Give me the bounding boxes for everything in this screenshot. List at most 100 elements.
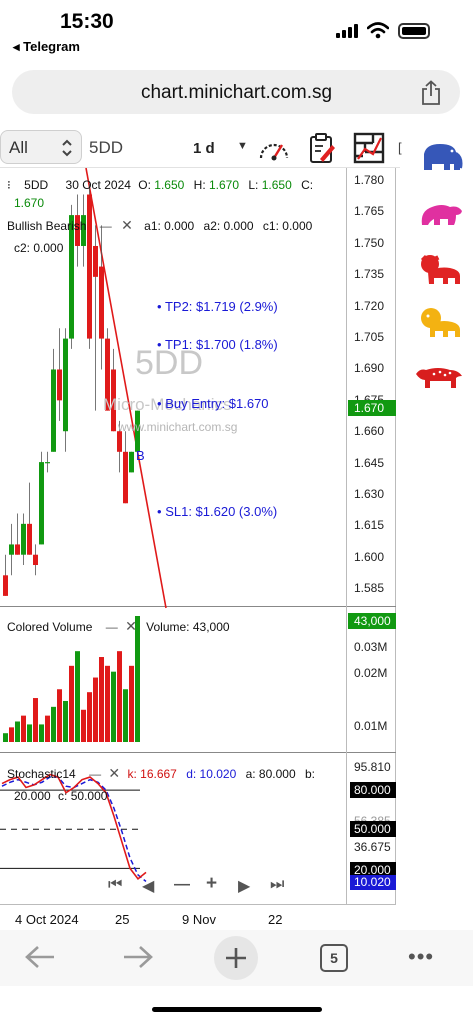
- step-forward-icon[interactable]: ▶: [238, 878, 251, 895]
- volume-collapse-icon[interactable]: —: [105, 620, 118, 634]
- volume-axis-label: 0.01M: [354, 719, 388, 733]
- candle-body: [33, 554, 38, 566]
- new-tab-button[interactable]: [214, 936, 258, 980]
- candle-body: [51, 369, 56, 452]
- chart-toolbar: [0, 128, 400, 168]
- price-tag: 1.670: [348, 400, 396, 416]
- volume-axis-label: 0.02M: [354, 666, 388, 680]
- chart-frame: [0, 168, 396, 904]
- more-tools-button[interactable]: [: [398, 140, 402, 155]
- back-arrow-icon[interactable]: [24, 944, 56, 970]
- watermark-site: www.minichart.com.sg: [118, 420, 238, 434]
- volume-bar: [51, 706, 56, 742]
- study-a2: a2: 0.000: [203, 219, 254, 233]
- panel-divider-main: [0, 606, 396, 607]
- url-text[interactable]: chart.minichart.com.sg: [140, 82, 333, 103]
- bullet-icon: •: [157, 299, 162, 314]
- jump-start-icon[interactable]: ⏮: [108, 876, 123, 893]
- interval-dropdown-icon[interactable]: ▼: [237, 140, 248, 152]
- volume-bar: [99, 657, 104, 742]
- leopard-icon[interactable]: [414, 362, 464, 390]
- legend-high: 1.670: [209, 178, 240, 192]
- lion-red-icon[interactable]: [418, 252, 462, 288]
- tp2-label: TP2: $1.719 (2.9%): [164, 299, 278, 314]
- x-axis-label: 9 Nov: [182, 912, 216, 927]
- volume-bar: [33, 698, 38, 742]
- volume-bar: [15, 721, 20, 742]
- clipboard-edit-icon[interactable]: [307, 132, 337, 164]
- bullet-icon: •: [157, 396, 162, 411]
- stoch-tag-20: 20.000: [350, 862, 396, 878]
- back-to-app-link[interactable]: ◂ Telegram: [13, 39, 80, 54]
- stoch-legend: Stochastic14 — ✕ k: 16.667 d: 10.020 a: …: [7, 765, 315, 782]
- price-axis-label: 1.720: [354, 298, 385, 313]
- study-collapse-icon[interactable]: —: [99, 219, 112, 233]
- gauge-icon[interactable]: [258, 136, 290, 162]
- study-close-icon[interactable]: ✕: [121, 217, 133, 233]
- stoch-tag-50: 50.000: [350, 821, 396, 837]
- more-menu-icon[interactable]: •••: [408, 944, 435, 969]
- price-axis-border: [346, 168, 347, 904]
- sl1-annotation: • SL1: $1.620 (3.0%): [157, 504, 277, 519]
- volume-bar: [39, 724, 44, 742]
- bear-icon[interactable]: [418, 197, 464, 231]
- candle-body: [111, 369, 116, 432]
- symbol-input[interactable]: 5DD: [89, 138, 124, 157]
- volume-title: Colored Volume: [7, 620, 93, 634]
- tabs-button[interactable]: 5: [320, 944, 348, 972]
- jump-end-icon[interactable]: ⏭: [270, 876, 285, 893]
- candle-body: [81, 215, 86, 246]
- stoch-axis-top: 95.810: [354, 760, 391, 774]
- status-time: 15:30: [60, 10, 114, 33]
- price-axis-label: 1.660: [354, 424, 385, 439]
- filter-select[interactable]: All: [0, 130, 82, 164]
- volume-bar: [87, 692, 92, 742]
- tp1-annotation: • TP1: $1.700 (1.8%): [157, 337, 278, 352]
- settings-dots-icon[interactable]: ⁝: [7, 178, 11, 192]
- stoch-close-icon[interactable]: ✕: [108, 765, 121, 781]
- legend-date: 30 Oct 2024: [65, 178, 131, 192]
- candle-body: [3, 575, 8, 596]
- legend-c-label: C:: [301, 178, 314, 192]
- step-back-icon[interactable]: ◀: [142, 878, 155, 895]
- filter-select-value: All: [9, 138, 28, 157]
- url-bar[interactable]: [12, 70, 460, 114]
- price-axis-label: 1.585: [354, 581, 385, 596]
- price-chart[interactable]: [0, 168, 346, 904]
- stoch-c: c: 50.000: [58, 789, 108, 803]
- volume-axis-label: 0.03M: [354, 640, 388, 654]
- volume-bar: [117, 651, 122, 742]
- cellular-signal-icon: [336, 24, 360, 38]
- buy-annotation: • Buy Entry: $1.670: [157, 396, 269, 411]
- volume-bar: [81, 709, 86, 742]
- updown-chevron-icon: [62, 139, 72, 157]
- price-axis-label: 1.645: [354, 455, 385, 470]
- legend-l-label: L:: [248, 178, 259, 192]
- volume-bar: [111, 671, 116, 742]
- stoch-d: d: 10.020: [186, 767, 237, 781]
- bullet-icon: •: [157, 504, 162, 519]
- pattern-grid-icon[interactable]: [353, 132, 385, 164]
- zoom-in-icon[interactable]: +: [206, 873, 218, 894]
- price-axis-label: 1.765: [354, 204, 385, 219]
- volume-close-icon[interactable]: ✕: [125, 618, 137, 634]
- price-axis-label: 1.780: [354, 173, 385, 187]
- forward-arrow-icon[interactable]: [122, 944, 154, 970]
- zoom-out-icon[interactable]: —: [174, 876, 190, 893]
- candle-body: [123, 451, 128, 504]
- stoch-b-value: 20.000: [14, 789, 51, 803]
- lion-yellow-icon[interactable]: [418, 305, 462, 341]
- elephant-icon[interactable]: [418, 140, 464, 176]
- interval-button[interactable]: 1 d: [193, 140, 215, 157]
- share-icon[interactable]: [420, 80, 442, 106]
- volume-bar: [45, 715, 50, 742]
- volume-bar: [135, 616, 140, 742]
- price-axis-label: 1.750: [354, 235, 385, 250]
- trend-line: [85, 168, 167, 609]
- stoch-collapse-icon[interactable]: —: [89, 767, 102, 781]
- candle-body: [21, 523, 26, 555]
- study-c1: c1: 0.000: [262, 219, 313, 233]
- legend-close: 1.670: [14, 196, 45, 210]
- candle-body: [63, 338, 68, 432]
- chart-nav-controls: ⏮ ◀ — + ▶ ⏭: [108, 873, 288, 896]
